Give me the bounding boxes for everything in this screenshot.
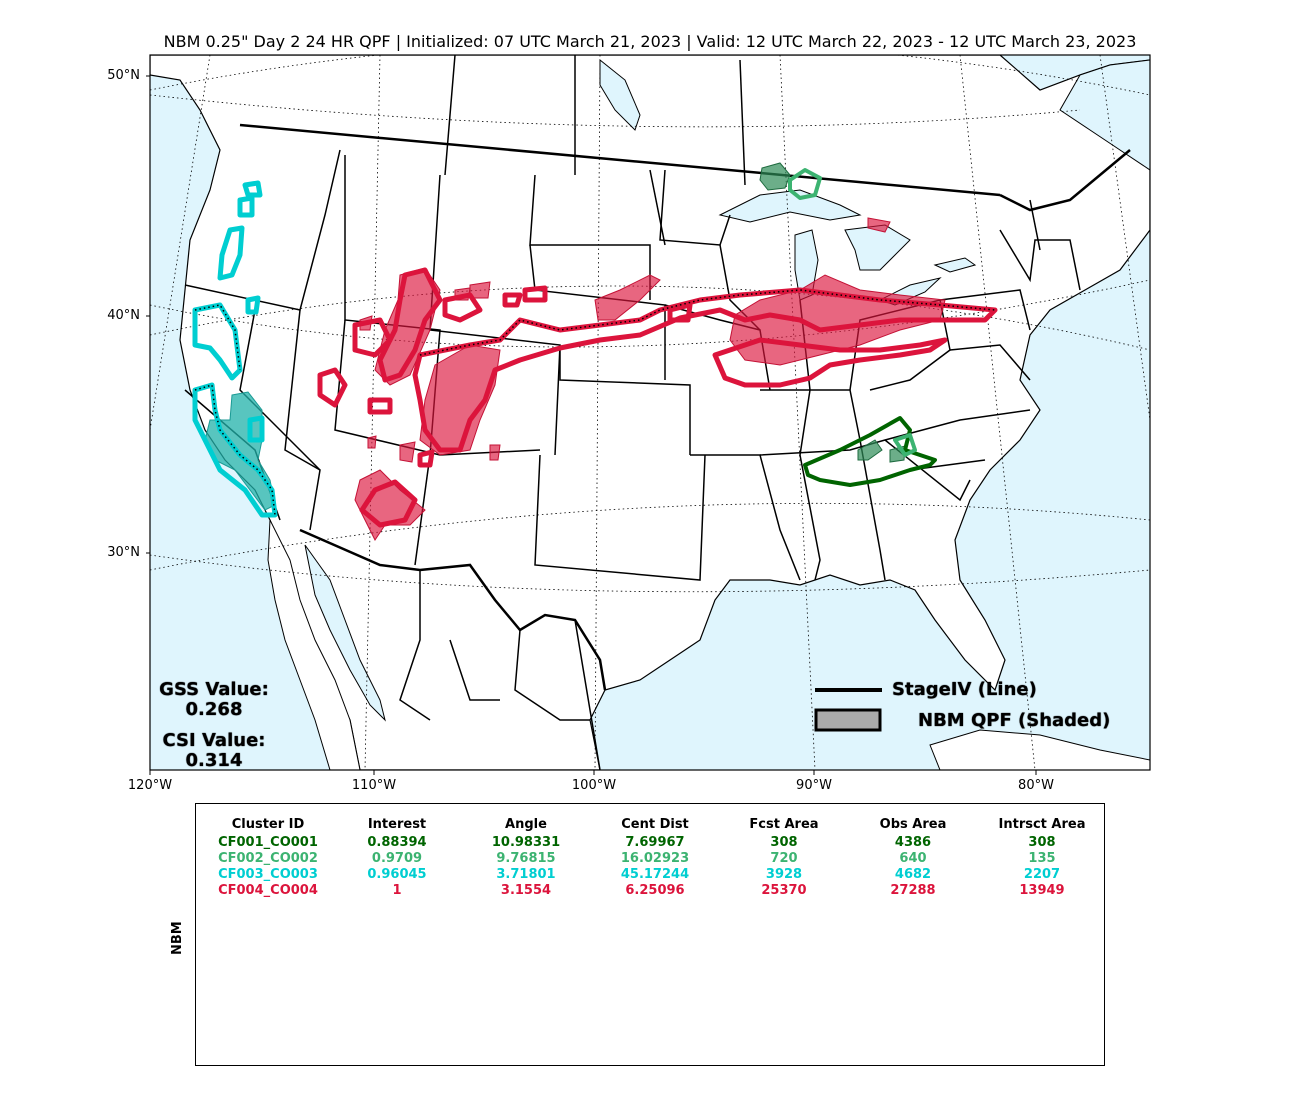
table-cell: 720	[770, 851, 798, 866]
lake-superior	[718, 189, 862, 223]
table-cell: 4682	[894, 867, 932, 882]
legend-line-label: StageIV (Line)	[892, 679, 1037, 700]
lon-label-90: 90°W	[796, 778, 832, 793]
gulf-of-california	[304, 544, 386, 722]
lat-label-50: 50°N	[107, 68, 140, 83]
outline-dots	[194, 289, 996, 516]
table-cell: 3.1554	[500, 883, 552, 898]
map-frame	[149, 54, 1151, 771]
table-cell: 0.96045	[367, 867, 427, 882]
legend-shaded-label: NBM QPF (Shaded)	[918, 710, 1111, 731]
lat-label-40: 40°N	[107, 308, 140, 323]
header-cent-dist: Cent Dist	[621, 817, 689, 832]
legend-shaded-symbol	[814, 708, 882, 732]
table-cell: 308	[770, 835, 798, 850]
csi-value: 0.314	[185, 750, 243, 771]
qpf-map	[146, 54, 1151, 775]
table-cell: 3928	[765, 867, 803, 882]
table-cell: CF001_CO001	[218, 835, 318, 850]
table-cell: CF003_CO003	[218, 867, 318, 882]
gss-label: GSS Value:	[159, 679, 269, 700]
cluster-stats-table: Cluster ID Interest Angle Cent Dist Fcst…	[195, 803, 1105, 1066]
gss-value: 0.268	[185, 699, 243, 720]
table-cell: 13949	[1019, 883, 1065, 898]
cuba	[929, 729, 1150, 770]
table-cell: 308	[1028, 835, 1056, 850]
table-cell: 0.88394	[367, 835, 427, 850]
lake-ontario	[933, 257, 977, 273]
lon-label-120: 120°W	[127, 778, 173, 793]
table-cell: 640	[899, 851, 927, 866]
header-fcst-area: Fcst Area	[749, 817, 819, 832]
stageiv-obs-green	[788, 168, 937, 487]
table-cell: 9.76815	[496, 851, 556, 866]
table-cell: 6.25096	[625, 883, 685, 898]
gulf-of-st-lawrence	[1059, 59, 1150, 171]
table-cell: 45.17244	[620, 867, 690, 882]
table-cell: 3.71801	[496, 867, 556, 882]
row-axis-label: NBM	[170, 921, 185, 955]
table-cell: 10.98331	[491, 835, 561, 850]
lon-label-110: 110°W	[351, 778, 397, 793]
table-cell: 1	[392, 883, 402, 898]
table-cell: 135	[1028, 851, 1056, 866]
table-cell: 7.69967	[625, 835, 685, 850]
table-cell: 25370	[761, 883, 807, 898]
table-cell: 0.9709	[371, 851, 423, 866]
header-obs-area: Obs Area	[879, 817, 947, 832]
lat-label-30: 30°N	[107, 545, 140, 560]
table-cell: 16.02923	[620, 851, 690, 866]
csi-label: CSI Value:	[162, 730, 266, 751]
header-intrsct-area: Intrsct Area	[998, 817, 1086, 832]
map-title: NBM 0.25" Day 2 24 HR QPF | Initialized:…	[163, 32, 1137, 51]
lon-label-80: 80°W	[1018, 778, 1054, 793]
header-cluster-id: Cluster ID	[231, 817, 305, 832]
table-cell: 27288	[890, 883, 936, 898]
axis-ticks	[146, 75, 1037, 775]
nbm-fcst-red	[354, 217, 946, 541]
lake-huron	[844, 224, 911, 271]
header-interest: Interest	[367, 817, 427, 832]
table-cell: CF004_CO004	[218, 883, 318, 898]
lake-winnipeg	[599, 58, 641, 131]
table-cell: 2207	[1023, 867, 1061, 882]
baja-peninsula	[267, 518, 361, 770]
lon-label-100: 100°W	[571, 778, 617, 793]
table-cell: CF002_CO002	[218, 851, 318, 866]
header-angle: Angle	[505, 817, 547, 832]
table-cell: 4386	[894, 835, 932, 850]
